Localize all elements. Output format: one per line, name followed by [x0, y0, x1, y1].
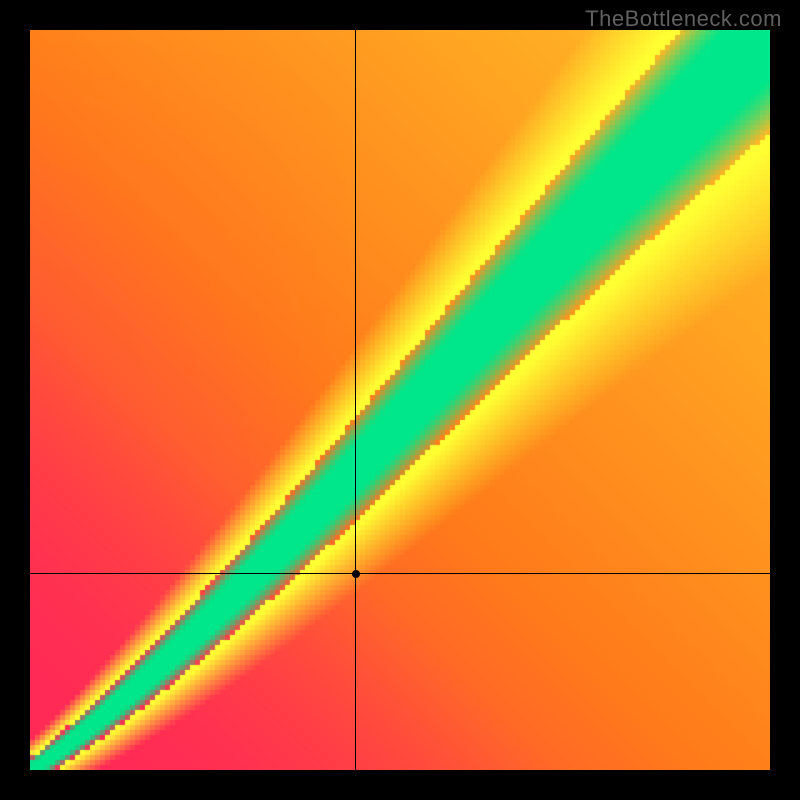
- crosshair-horizontal-line: [30, 573, 770, 574]
- crosshair-vertical-line: [355, 30, 356, 770]
- crosshair-marker-dot: [352, 570, 360, 578]
- bottleneck-heatmap: [30, 30, 770, 770]
- watermark-text: TheBottleneck.com: [585, 6, 782, 32]
- chart-container: TheBottleneck.com: [0, 0, 800, 800]
